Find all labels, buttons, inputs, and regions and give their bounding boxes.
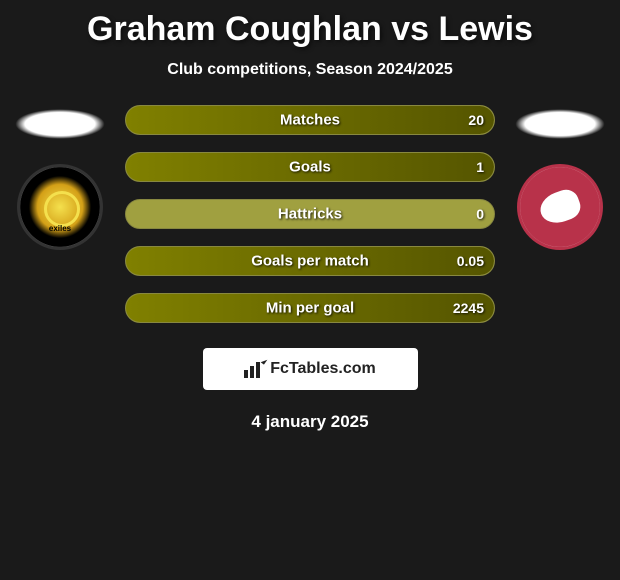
player-left-column: exiles [10,109,110,250]
chart-icon [244,360,264,378]
date-label: 4 january 2025 [0,412,620,432]
page-subtitle: Club competitions, Season 2024/2025 [0,61,620,79]
crest-right [517,164,603,250]
stat-label: Goals [289,159,331,176]
watermark: FcTables.com [203,348,418,390]
stat-value-right: 0.05 [457,253,484,269]
stats-column: Matches 20 Goals 1 Hattricks 0 Goals per match… [110,105,510,323]
stat-bar: Goals per match 0.05 [125,246,495,276]
stat-bar: Min per goal 2245 [125,293,495,323]
stat-value-right: 0 [476,206,484,222]
stat-label: Min per goal [266,300,354,317]
watermark-text: FcTables.com [270,360,376,378]
stat-value-right: 2245 [453,300,484,316]
stat-label: Goals per match [251,253,369,270]
stat-bar: Matches 20 [125,105,495,135]
player-right-column [510,109,610,250]
crest-left: exiles [17,164,103,250]
player-right-photo [515,109,605,139]
page-title: Graham Coughlan vs Lewis [0,0,620,49]
stat-bar: Goals 1 [125,152,495,182]
stat-label: Hattricks [278,206,342,223]
stat-value-right: 1 [476,159,484,175]
comparison-area: exiles Matches 20 Goals 1 Hattricks 0 Goals pe… [0,109,620,323]
player-left-photo [15,109,105,139]
stat-label: Matches [280,112,340,129]
stat-value-right: 20 [468,112,484,128]
stat-bar: Hattricks 0 [125,199,495,229]
